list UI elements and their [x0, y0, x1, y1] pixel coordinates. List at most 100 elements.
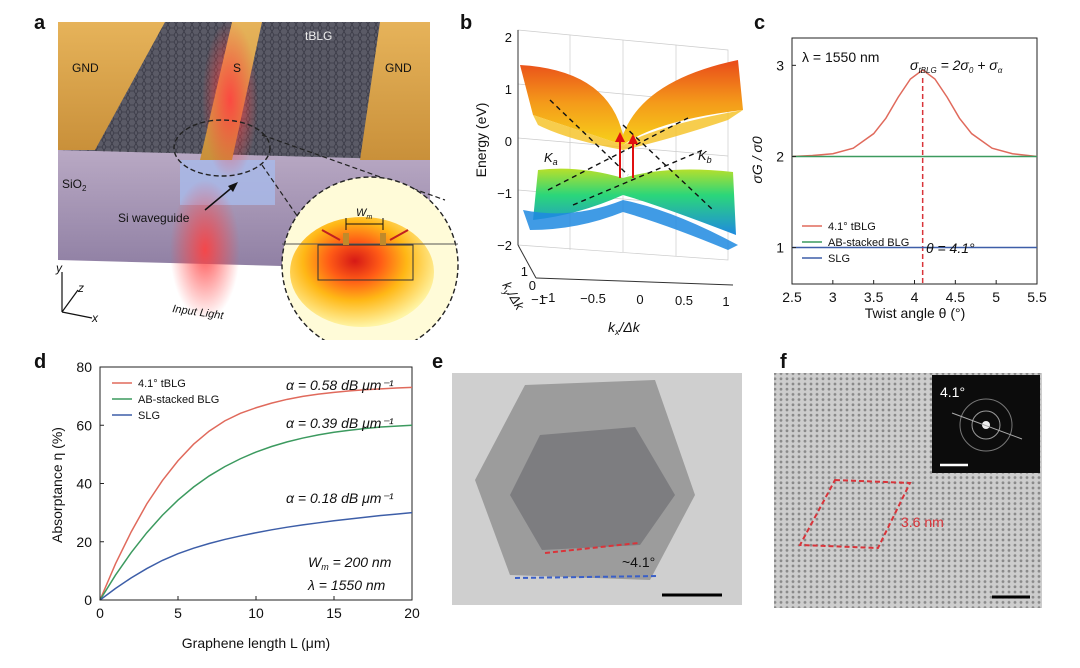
inner-hexagon — [510, 427, 675, 550]
panel-label-e: e — [432, 351, 444, 373]
ky-tick: −1 — [531, 292, 546, 307]
wm-label: Wm = 200 nm — [308, 554, 392, 572]
energy-tick: 1 — [505, 82, 512, 97]
panel-label-c: c — [754, 12, 766, 34]
period-label: 3.6 nm — [901, 514, 944, 530]
x-tick-label: 2.5 — [782, 289, 802, 305]
panel-d: d 0 5 10 15 20 0 20 40 60 80 4.1° tBLG AB-stacked … — [0, 345, 440, 663]
light-beam-input — [170, 180, 240, 320]
x-tick-label: 5 — [174, 605, 182, 621]
theta-label: θ = 4.1° — [926, 240, 975, 256]
y-tick-label: 0 — [84, 592, 92, 608]
legend-label: SLG — [828, 253, 850, 265]
kx-ticks: −1 −0.5 0 0.5 1 — [541, 290, 730, 309]
alpha-label-tblg: α = 0.58 dB μm⁻¹ — [286, 377, 394, 393]
legend-label: SLG — [138, 410, 160, 422]
y-tick-label: 20 — [76, 534, 92, 550]
label-sio2: SiO2 — [62, 177, 87, 193]
panel-c: c 2.5 3 3.5 4 4.5 5 5.5 1 2 3 λ = 1550 nm σtBLG =… — [749, 0, 1080, 345]
y-tick-label: 40 — [76, 476, 92, 492]
legend: 4.1° tBLG AB-stacked BLG SLG — [802, 221, 909, 265]
kx-tick: −1 — [541, 290, 556, 305]
optical-image: ~4.1° — [452, 373, 742, 605]
series-line-slg — [99, 511, 413, 601]
upper-band — [520, 60, 743, 145]
axis-x-line — [61, 311, 93, 319]
label-gnd-right: GND — [385, 61, 412, 75]
x-tick-label: 0 — [96, 605, 104, 621]
x-axis-label: Twist angle θ (°) — [865, 305, 966, 321]
x-tick-label: 15 — [326, 605, 342, 621]
y-tick-label: 3 — [776, 57, 784, 73]
kx-tick: 0.5 — [675, 293, 693, 308]
panel-b: b — [458, 0, 758, 345]
legend-label: 4.1° tBLG — [138, 378, 186, 390]
x-tick-label: 5 — [992, 289, 1000, 305]
kx-tick: 0 — [636, 292, 643, 307]
energy-tick: −1 — [497, 186, 512, 201]
legend-label: 4.1° tBLG — [828, 221, 876, 233]
ky-ticks: 1 0 −1 — [521, 264, 546, 307]
angle-label: ~4.1° — [622, 554, 655, 570]
x-axis-label: Graphene length L (μm) — [182, 635, 330, 651]
equation-label: σtBLG = 2σ0 + σα — [910, 57, 1003, 75]
lambda-label: λ = 1550 nm — [307, 577, 386, 593]
axis-y-label: y — [55, 261, 63, 275]
y-tick-label: 80 — [76, 359, 92, 375]
lambda-label: λ = 1550 nm — [802, 49, 879, 65]
legend-label: AB-stacked BLG — [828, 237, 909, 249]
panel-e: e ~4.1° — [430, 345, 760, 663]
ky-tick: 0 — [529, 278, 536, 293]
ky-axis-label: ky/Δk — [498, 279, 528, 315]
conductivity-chart: 2.5 3 3.5 4 4.5 5 5.5 1 2 3 λ = 1550 nm σtBLG = 2… — [749, 37, 1047, 321]
y-tick-label: 2 — [776, 148, 784, 164]
label-gnd-left: GND — [72, 61, 99, 75]
absorptance-chart: 0 5 10 15 20 0 20 40 60 80 4.1° tBLG AB-stacked BL… — [49, 359, 420, 651]
energy-tick: −2 — [497, 238, 512, 253]
axis-x-label: x — [91, 311, 99, 325]
y-tick-label: 60 — [76, 417, 92, 433]
x-tick-label: 20 — [404, 605, 420, 621]
y-axis-label: Absorptance η (%) — [49, 427, 65, 543]
label-tblg: tBLG — [305, 29, 332, 43]
x-tick-label: 3.5 — [864, 289, 884, 305]
panel-f: f 4.1° 3.6 nm — [760, 345, 1080, 663]
tem-image: 4.1° 3.6 nm — [774, 373, 1042, 608]
energy-ticks: 2 1 0 −1 −2 — [497, 30, 512, 253]
series-line-4-1-tblg — [791, 68, 1038, 158]
light-beam-top — [202, 20, 258, 180]
k-b-label: Kb — [698, 148, 712, 165]
zoom-ellipse — [173, 119, 271, 177]
axis-z-label: z — [77, 281, 84, 295]
alpha-label-ab: α = 0.39 dB μm⁻¹ — [286, 415, 394, 431]
band-structure-3d: 2 1 0 −1 −2 Energy (eV) Ka Kb −1 −0.5 0 … — [473, 29, 743, 337]
panel-label-a: a — [34, 12, 46, 34]
kx-tick: 1 — [722, 294, 729, 309]
lower-band — [533, 168, 736, 235]
label-width: Wm — [356, 207, 372, 221]
ky-tick: 1 — [521, 264, 528, 279]
gnd-left-electrode — [58, 22, 165, 150]
x-tick-label: 5.5 — [1027, 289, 1047, 305]
series-line-ab-stacked-blg — [99, 424, 413, 601]
series-line-4-1-tblg — [99, 386, 413, 601]
kx-tick: −0.5 — [580, 291, 606, 306]
energy-tick: 2 — [505, 30, 512, 45]
panel-label-d: d — [34, 351, 47, 373]
inset-angle-label: 4.1° — [940, 384, 965, 400]
kx-axis-label: kx/Δk — [608, 319, 641, 337]
x-tick-label: 3 — [829, 289, 837, 305]
legend-label: AB-stacked BLG — [138, 394, 219, 406]
axis-z-line — [61, 289, 79, 313]
x-tick-label: 4 — [911, 289, 919, 305]
gnd-right-electrode — [360, 22, 430, 160]
y-axis-label: σG / σ0 — [750, 136, 765, 183]
k-a-label: Ka — [544, 150, 558, 167]
panel-label-f: f — [780, 351, 787, 373]
panel-label-b: b — [460, 12, 473, 34]
energy-tick: 0 — [505, 134, 512, 149]
legend: 4.1° tBLG AB-stacked BLG SLG — [112, 378, 219, 422]
label-signal: S — [233, 61, 241, 75]
moire-cell — [798, 478, 912, 550]
label-si-waveguide: Si waveguide — [118, 211, 190, 225]
